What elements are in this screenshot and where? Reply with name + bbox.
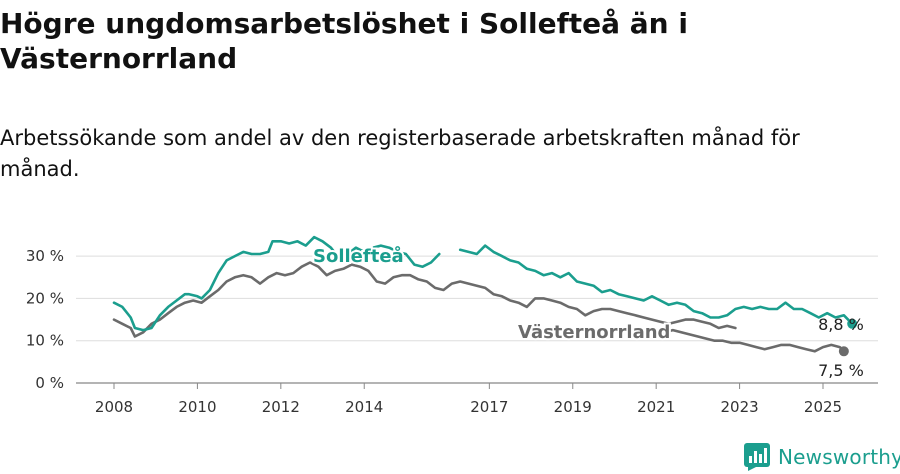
series-label-vasternorrland: Västernorrland: [518, 322, 670, 343]
x-tick-label: 2017: [470, 398, 508, 416]
series-line-sollefte: [112, 235, 441, 332]
series-label-sollefte: Sollefteå: [313, 245, 404, 267]
bar-chart-logo-icon: [744, 443, 770, 471]
end-value-label: 8,8 %: [818, 315, 864, 334]
x-tick-label: 2014: [345, 398, 383, 416]
series-line-vsternorrland: [112, 261, 737, 338]
series-line-vsternorrland: [654, 328, 846, 353]
y-tick-label: 10 %: [26, 332, 64, 350]
x-tick-label: 2008: [95, 398, 133, 416]
x-tick-label: 2010: [178, 398, 216, 416]
end-value-label: 7,5 %: [818, 361, 864, 380]
x-tick-label: 2021: [637, 398, 675, 416]
y-tick-label: 0 %: [35, 374, 64, 392]
x-tick-label: 2023: [720, 398, 758, 416]
y-tick-label: 30 %: [26, 247, 64, 265]
page-title: Högre ungdomsarbetslöshet i Sollefteå än…: [0, 7, 688, 75]
brand-logo: Newsworthy: [744, 442, 900, 472]
series-end-marker: [838, 346, 849, 357]
x-tick-label: 2019: [554, 398, 592, 416]
x-tick-label: 2025: [804, 398, 842, 416]
page-subtitle: Arbetssökande som andel av den registerb…: [0, 126, 800, 181]
y-tick-label: 20 %: [26, 289, 64, 307]
series-line-sollefte: [458, 244, 854, 326]
x-tick-label: 2012: [262, 398, 300, 416]
series-end-marker: [847, 318, 858, 329]
brand-name: Newsworthy: [778, 445, 900, 469]
